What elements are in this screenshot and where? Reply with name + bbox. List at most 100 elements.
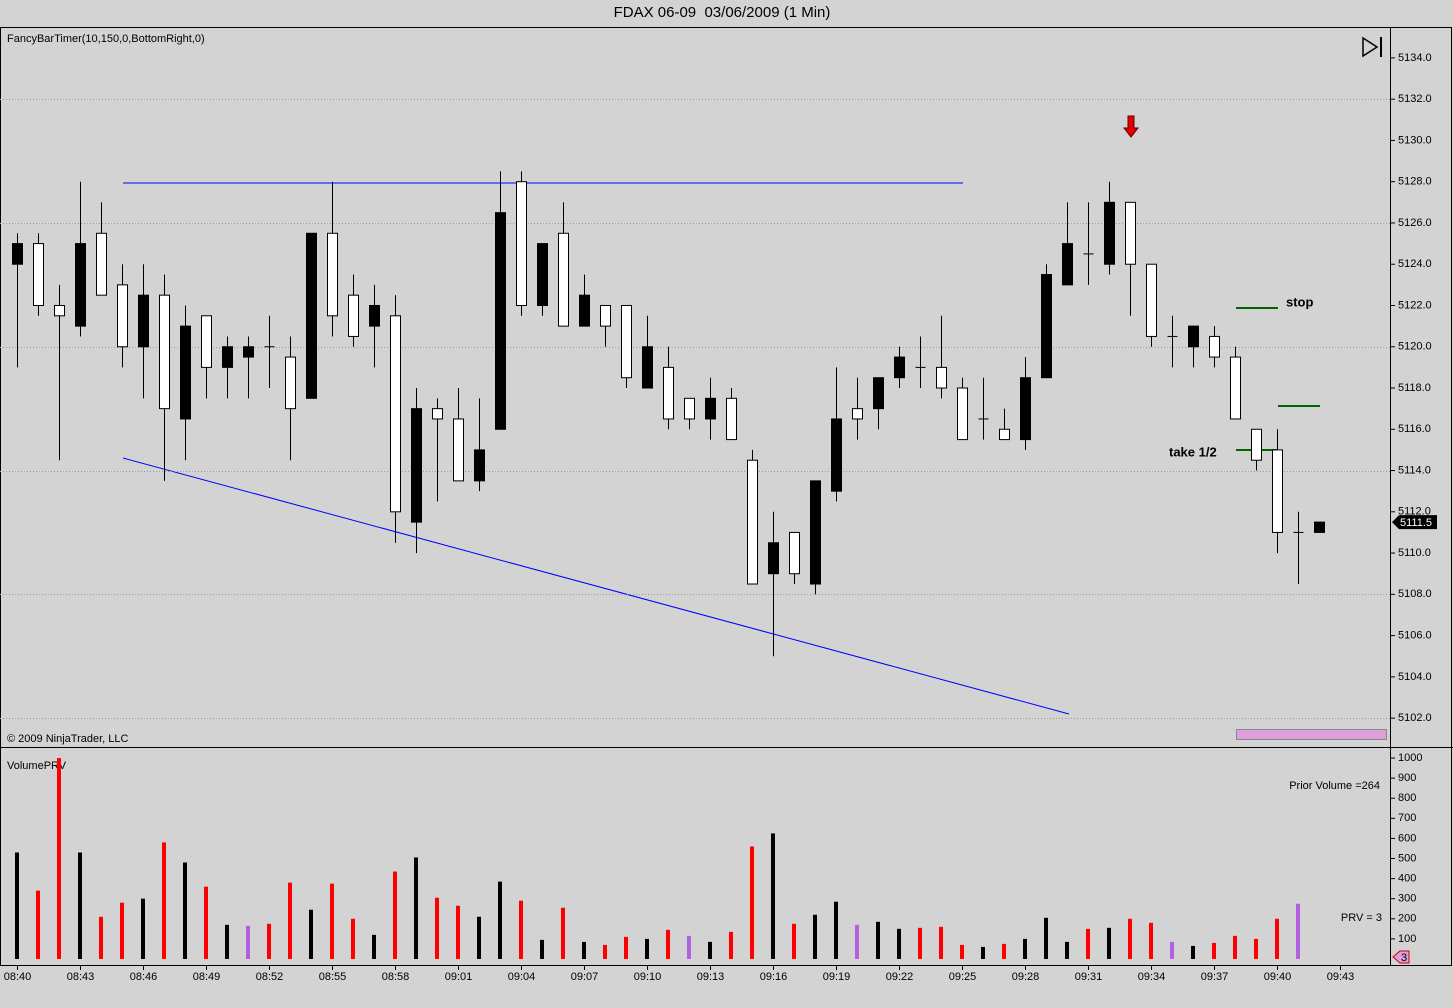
play-icon[interactable] <box>1362 36 1379 58</box>
candle-body <box>1041 274 1052 379</box>
volume-bar <box>267 923 271 959</box>
volume-bar <box>1191 945 1195 959</box>
volume-bar <box>288 882 292 959</box>
candle-body <box>390 315 401 513</box>
y-tick-label: 5124.0 <box>1398 258 1432 270</box>
volume-bar <box>834 901 838 959</box>
x-tick-label: 08:55 <box>319 971 347 983</box>
candle-body <box>453 418 464 482</box>
candle-body <box>243 346 254 358</box>
y-tick-label: 5112.0 <box>1398 506 1431 518</box>
chart-title: FDAX 06-09 03/06/2009 (1 Min) <box>614 4 831 21</box>
candle-body <box>705 397 716 420</box>
candle-body <box>138 294 149 348</box>
volume-bar <box>78 852 82 959</box>
x-tick-label: 09:25 <box>949 971 977 983</box>
volume-bar <box>1002 943 1006 959</box>
volume-bar <box>1065 941 1069 959</box>
volume-bar <box>1044 917 1048 959</box>
candle-body <box>180 325 191 420</box>
volume-bar <box>15 852 19 959</box>
candle-body <box>558 232 569 327</box>
x-tick-label: 09:13 <box>697 971 725 983</box>
candle-body <box>1146 263 1157 337</box>
candle-body <box>54 304 65 317</box>
x-tick-label: 09:28 <box>1012 971 1040 983</box>
candle-body <box>852 408 863 420</box>
x-tick-label: 09:10 <box>634 971 662 983</box>
volume-bar <box>687 935 691 959</box>
volume-bar <box>1254 938 1258 959</box>
x-tick-label: 08:46 <box>130 971 158 983</box>
volume-bar <box>813 914 817 959</box>
annotation-take: take 1/2 <box>1169 444 1217 459</box>
candle-body <box>999 428 1010 441</box>
candle-body <box>306 232 317 399</box>
volume-bar <box>561 907 565 959</box>
x-tick-label: 09:19 <box>823 971 851 983</box>
volume-bar <box>624 936 628 959</box>
candle-body <box>411 408 422 523</box>
volume-bar <box>162 842 166 959</box>
candle-body <box>495 212 506 430</box>
volume-bar <box>120 902 124 959</box>
candle-body <box>1062 243 1073 286</box>
volume-bar <box>939 926 943 959</box>
candle-body <box>327 232 338 317</box>
volume-bar <box>57 758 61 959</box>
candle-body <box>159 294 170 410</box>
candle-body <box>369 304 380 327</box>
volume-bar <box>351 918 355 959</box>
volume-bar <box>330 883 334 959</box>
volume-bar <box>183 862 187 959</box>
x-tick-label: 09:07 <box>571 971 599 983</box>
volume-bar <box>435 897 439 959</box>
volume-bar <box>1233 935 1237 959</box>
x-tick-label: 09:01 <box>445 971 473 983</box>
y-tick-label: 600 <box>1398 832 1416 844</box>
volume-bar <box>1212 942 1216 959</box>
candle-body <box>789 531 800 575</box>
drawings <box>122 36 1387 740</box>
candle-body <box>663 366 674 420</box>
y-tick-label: 5134.0 <box>1398 52 1432 64</box>
volume-bar <box>1023 938 1027 959</box>
timer-bar <box>1236 729 1387 740</box>
y-tick-label: 5116.0 <box>1398 423 1431 435</box>
candle-body <box>768 542 779 575</box>
candle-body <box>348 294 359 337</box>
volume-bar <box>897 928 901 959</box>
volume-title: VolumePRV <box>7 760 67 772</box>
candle-body <box>96 232 107 296</box>
volume-bar <box>393 871 397 959</box>
prv-marker <box>1392 950 1410 964</box>
volume-bar <box>498 881 502 959</box>
volume-bar <box>141 898 145 959</box>
volume-bar <box>225 924 229 959</box>
candle-body <box>33 243 44 306</box>
candle-body <box>936 366 947 389</box>
y-tick-label: 5102.0 <box>1398 712 1432 724</box>
volume-bar <box>36 890 40 959</box>
trend-line <box>122 457 1070 715</box>
y-tick-label: 700 <box>1398 812 1416 824</box>
volume-bar <box>204 886 208 959</box>
candle-body <box>894 356 905 379</box>
y-tick-label: 5126.0 <box>1398 217 1432 229</box>
candle-body <box>285 356 296 410</box>
volume-bar <box>855 924 859 959</box>
y-tick-label: 400 <box>1398 873 1416 885</box>
x-tick-label: 09:04 <box>508 971 536 983</box>
y-tick-label: 5128.0 <box>1398 176 1432 188</box>
y-tick-label: 5132.0 <box>1398 93 1432 105</box>
volume-bar <box>582 941 586 959</box>
y-tick-label: 5108.0 <box>1398 588 1432 600</box>
candle-body <box>600 304 611 327</box>
prv-marker-label: 3 <box>1401 952 1407 964</box>
y-tick-label: 5120.0 <box>1398 341 1432 353</box>
candle-body <box>1272 449 1283 533</box>
candle-body <box>12 243 23 265</box>
candle-body <box>642 346 653 389</box>
x-tick-label: 09:37 <box>1201 971 1229 983</box>
